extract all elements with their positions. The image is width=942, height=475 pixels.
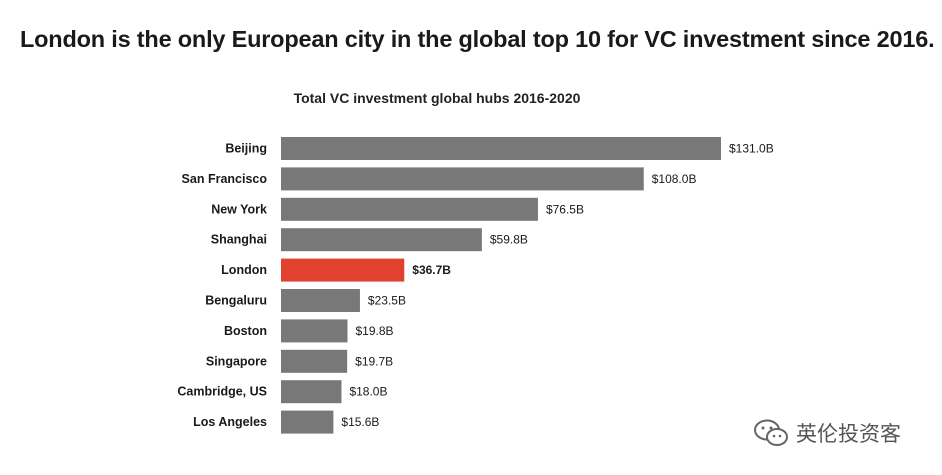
value-label-beijing: $131.0B (729, 142, 774, 156)
wechat-icon (754, 419, 788, 446)
watermark-text: 英伦投资客 (796, 423, 901, 446)
value-label-new-york: $76.5B (546, 202, 584, 216)
category-label-san-francisco: San Francisco (182, 172, 268, 186)
chart-title: Total VC investment global hubs 2016-202… (293, 90, 581, 106)
value-label-los-angeles: $15.6B (341, 415, 379, 429)
bar-boston (281, 319, 348, 343)
category-label-bengaluru: Bengaluru (205, 294, 267, 308)
bar-los-angeles (281, 410, 334, 434)
watermark: 英伦投资客 (752, 418, 901, 448)
category-label-singapore: Singapore (206, 354, 267, 368)
bar-bengaluru (281, 289, 360, 312)
bar-shanghai (281, 228, 482, 252)
value-label-london: $36.7B (412, 263, 451, 277)
bar-london (281, 258, 405, 282)
category-label-new-york: New York (211, 202, 267, 216)
bar-new-york (281, 197, 538, 221)
bar-singapore (281, 349, 348, 373)
value-label-shanghai: $59.8B (490, 233, 528, 247)
bar-san-francisco (281, 167, 644, 191)
category-label-beijing: Beijing (225, 142, 267, 156)
category-label-london: London (221, 263, 267, 277)
bar-cambridge-us (281, 380, 342, 404)
bar-beijing (281, 137, 721, 160)
category-label-boston: Boston (224, 324, 267, 338)
value-label-bengaluru: $23.5B (368, 294, 406, 308)
value-label-boston: $19.8B (356, 324, 394, 338)
category-label-shanghai: Shanghai (211, 233, 267, 247)
category-label-cambridge-us: Cambridge, US (177, 385, 267, 399)
value-label-san-francisco: $108.0B (652, 172, 697, 186)
value-label-cambridge-us: $18.0B (349, 385, 387, 399)
value-label-singapore: $19.7B (355, 354, 393, 368)
headline: London is the only European city in the … (20, 26, 935, 52)
category-label-los-angeles: Los Angeles (193, 415, 267, 429)
